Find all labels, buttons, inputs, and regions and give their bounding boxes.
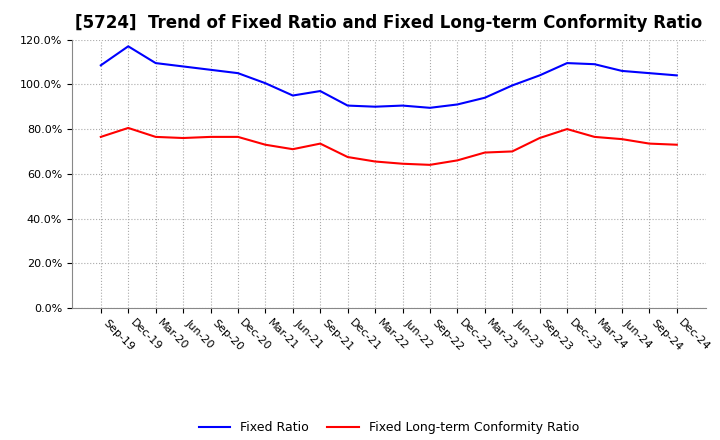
Fixed Ratio xyxy=(233,70,242,76)
Fixed Ratio xyxy=(343,103,352,108)
Fixed Long-term Conformity Ratio xyxy=(398,161,407,166)
Fixed Ratio xyxy=(508,83,516,88)
Fixed Long-term Conformity Ratio xyxy=(261,142,270,147)
Fixed Long-term Conformity Ratio xyxy=(536,136,544,141)
Fixed Long-term Conformity Ratio xyxy=(96,134,105,139)
Fixed Ratio xyxy=(179,64,187,69)
Fixed Long-term Conformity Ratio xyxy=(453,158,462,163)
Fixed Ratio xyxy=(453,102,462,107)
Fixed Ratio xyxy=(398,103,407,108)
Fixed Ratio xyxy=(645,70,654,76)
Fixed Ratio xyxy=(480,95,489,100)
Fixed Long-term Conformity Ratio xyxy=(508,149,516,154)
Fixed Long-term Conformity Ratio xyxy=(343,154,352,160)
Fixed Long-term Conformity Ratio xyxy=(151,134,160,139)
Fixed Ratio xyxy=(563,60,572,66)
Fixed Ratio xyxy=(289,93,297,98)
Fixed Ratio xyxy=(316,88,325,94)
Fixed Long-term Conformity Ratio xyxy=(645,141,654,146)
Fixed Long-term Conformity Ratio xyxy=(316,141,325,146)
Fixed Ratio xyxy=(261,81,270,86)
Fixed Long-term Conformity Ratio xyxy=(371,159,379,164)
Fixed Long-term Conformity Ratio xyxy=(426,162,434,168)
Fixed Ratio xyxy=(590,62,599,67)
Fixed Ratio xyxy=(371,104,379,109)
Fixed Ratio xyxy=(672,73,681,78)
Legend: Fixed Ratio, Fixed Long-term Conformity Ratio: Fixed Ratio, Fixed Long-term Conformity … xyxy=(194,416,584,439)
Fixed Ratio xyxy=(618,68,626,73)
Fixed Long-term Conformity Ratio xyxy=(590,134,599,139)
Fixed Ratio xyxy=(96,62,105,68)
Fixed Long-term Conformity Ratio xyxy=(618,136,626,142)
Line: Fixed Ratio: Fixed Ratio xyxy=(101,46,677,108)
Fixed Long-term Conformity Ratio xyxy=(124,125,132,131)
Fixed Ratio xyxy=(426,105,434,110)
Fixed Long-term Conformity Ratio xyxy=(480,150,489,155)
Fixed Long-term Conformity Ratio xyxy=(206,134,215,139)
Fixed Long-term Conformity Ratio xyxy=(233,134,242,139)
Fixed Long-term Conformity Ratio xyxy=(289,147,297,152)
Fixed Long-term Conformity Ratio xyxy=(672,142,681,147)
Fixed Ratio xyxy=(151,60,160,66)
Fixed Long-term Conformity Ratio xyxy=(563,126,572,132)
Fixed Ratio xyxy=(536,73,544,78)
Fixed Long-term Conformity Ratio xyxy=(179,136,187,141)
Fixed Ratio xyxy=(206,67,215,73)
Line: Fixed Long-term Conformity Ratio: Fixed Long-term Conformity Ratio xyxy=(101,128,677,165)
Fixed Ratio xyxy=(124,44,132,49)
Title: [5724]  Trend of Fixed Ratio and Fixed Long-term Conformity Ratio: [5724] Trend of Fixed Ratio and Fixed Lo… xyxy=(75,15,703,33)
